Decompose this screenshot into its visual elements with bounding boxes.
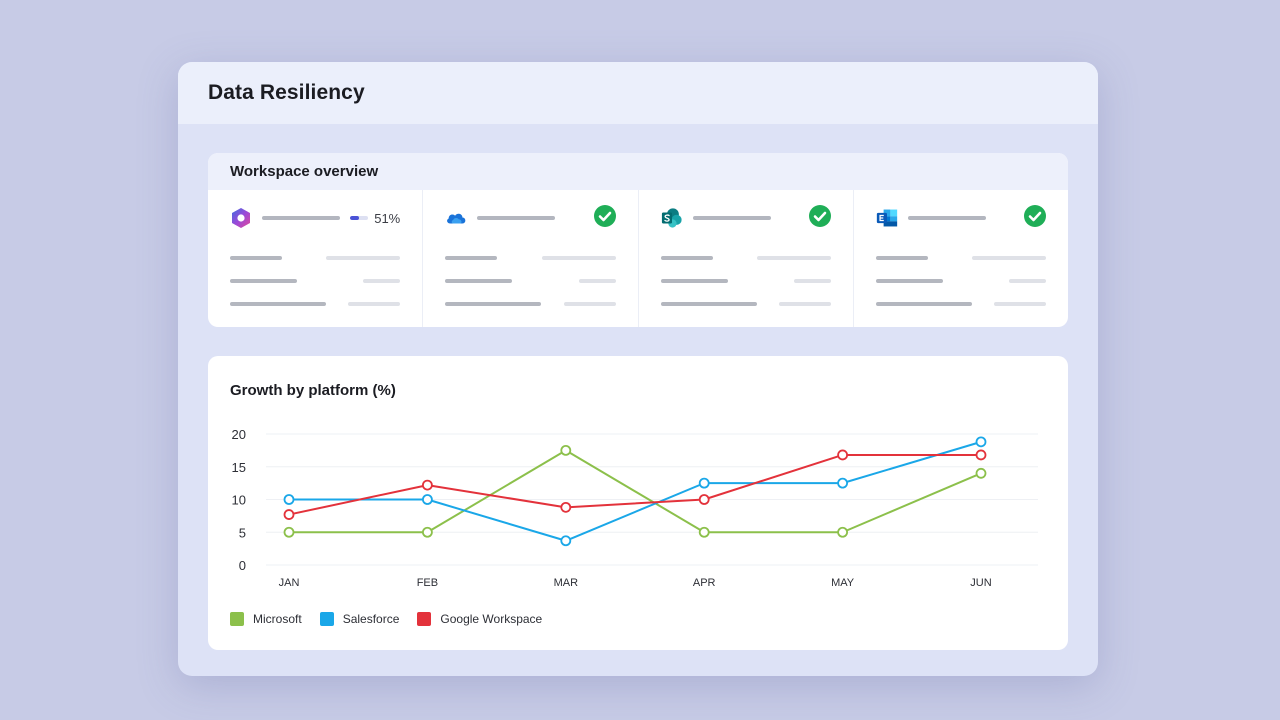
data-point-microsoft <box>421 526 433 538</box>
data-point-google-workspace <box>698 494 710 505</box>
data-point-salesforce <box>283 494 295 505</box>
data-point-microsoft <box>975 467 987 479</box>
page-title: Data Resiliency <box>208 81 365 104</box>
workspace-name-placeholder <box>477 216 556 220</box>
microsoft-365-icon <box>230 207 252 229</box>
data-point-google-workspace <box>837 449 848 461</box>
workspace-overview-title: Workspace overview <box>208 153 1068 190</box>
x-tick-label: MAR <box>554 577 579 589</box>
check-circle-icon <box>1024 204 1046 232</box>
legend-label: Salesforce <box>342 612 400 626</box>
legend-swatch <box>230 612 244 626</box>
workspace-detail-row <box>660 292 831 315</box>
data-point-google-workspace <box>560 501 572 513</box>
check-circle-icon <box>593 204 616 232</box>
workspace-card-exchange[interactable] <box>854 190 1068 327</box>
x-tick-label: MAY <box>831 577 855 589</box>
legend-item[interactable]: Microsoft <box>230 612 302 626</box>
data-point-google-workspace <box>421 479 433 491</box>
workspace-detail-row <box>230 246 401 269</box>
x-tick-label: JAN <box>279 577 300 589</box>
legend-swatch <box>417 612 432 626</box>
legend-item[interactable]: Google Workspace <box>417 612 542 626</box>
y-tick-label: 5 <box>239 525 246 540</box>
workspace-detail-row <box>445 269 616 292</box>
chart-legend: Microsoft Salesforce Google Workspace <box>230 612 560 626</box>
workspace-detail-row <box>875 246 1046 269</box>
data-point-salesforce <box>975 436 987 448</box>
onedrive-icon <box>445 207 467 229</box>
series-line-google-workspace <box>288 453 981 516</box>
workspace-name-placeholder <box>692 216 771 220</box>
sharepoint-icon <box>661 207 683 229</box>
data-point-salesforce <box>560 535 572 547</box>
legend-item[interactable]: Salesforce <box>319 612 400 626</box>
workspace-card-sharepoint[interactable] <box>639 190 854 327</box>
workspace-card-microsoft-365[interactable]: 51% <box>208 190 424 327</box>
x-tick-label: APR <box>693 577 716 589</box>
series-line-microsoft <box>289 449 982 534</box>
window-header: Data Resiliency <box>178 62 1098 124</box>
x-tick-label: FEB <box>417 577 438 589</box>
data-point-salesforce <box>837 477 848 489</box>
growth-line-chart: 0 5 10 15 20 JAN FEB MAR APR MAY JUN <box>232 427 1038 589</box>
workspace-detail-row <box>445 292 616 315</box>
chart-title: Growth by platform (%) <box>230 382 396 399</box>
legend-label: Google Workspace <box>440 612 543 626</box>
workspace-card-onedrive[interactable] <box>423 190 639 327</box>
series-line-salesforce <box>289 440 982 542</box>
workspace-grid: 51% <box>208 190 1068 327</box>
workspace-detail-row <box>875 292 1046 315</box>
workspace-name-placeholder <box>907 216 986 220</box>
progress-label: 51% <box>374 210 401 226</box>
progress-fill <box>350 216 360 220</box>
y-tick-label: 0 <box>239 558 246 573</box>
y-tick-label: 10 <box>232 493 246 508</box>
growth-chart-card: Growth by platform (%) 0 5 10 15 20 JAN FEB MAR… <box>208 356 1068 650</box>
data-resiliency-window: Data Resiliency Workspace overview <box>178 62 1098 676</box>
data-point-google-workspace <box>283 509 295 520</box>
progress-bar <box>350 216 369 220</box>
data-point-google-workspace <box>975 449 987 461</box>
workspace-detail-row <box>660 246 831 269</box>
workspace-progress: 51% <box>350 211 400 226</box>
legend-label: Microsoft <box>253 612 302 626</box>
workspace-overview-card: Workspace overview <box>208 153 1068 327</box>
data-point-microsoft <box>698 526 710 538</box>
workspace-name-placeholder <box>262 216 340 220</box>
data-point-salesforce <box>421 494 433 505</box>
data-point-microsoft <box>283 526 295 538</box>
y-tick-label: 15 <box>232 460 246 475</box>
legend-swatch <box>319 612 334 626</box>
y-tick-label: 20 <box>232 427 246 442</box>
check-circle-icon <box>808 204 831 232</box>
workspace-detail-row <box>445 246 616 269</box>
data-point-microsoft <box>560 444 572 456</box>
workspace-detail-row <box>230 292 401 315</box>
workspace-detail-row <box>230 269 401 292</box>
exchange-icon <box>876 207 898 229</box>
data-point-salesforce <box>698 477 710 489</box>
workspace-detail-row <box>875 269 1046 292</box>
workspace-detail-row <box>660 269 831 292</box>
x-tick-label: JUN <box>970 577 991 589</box>
data-point-microsoft <box>837 526 848 538</box>
